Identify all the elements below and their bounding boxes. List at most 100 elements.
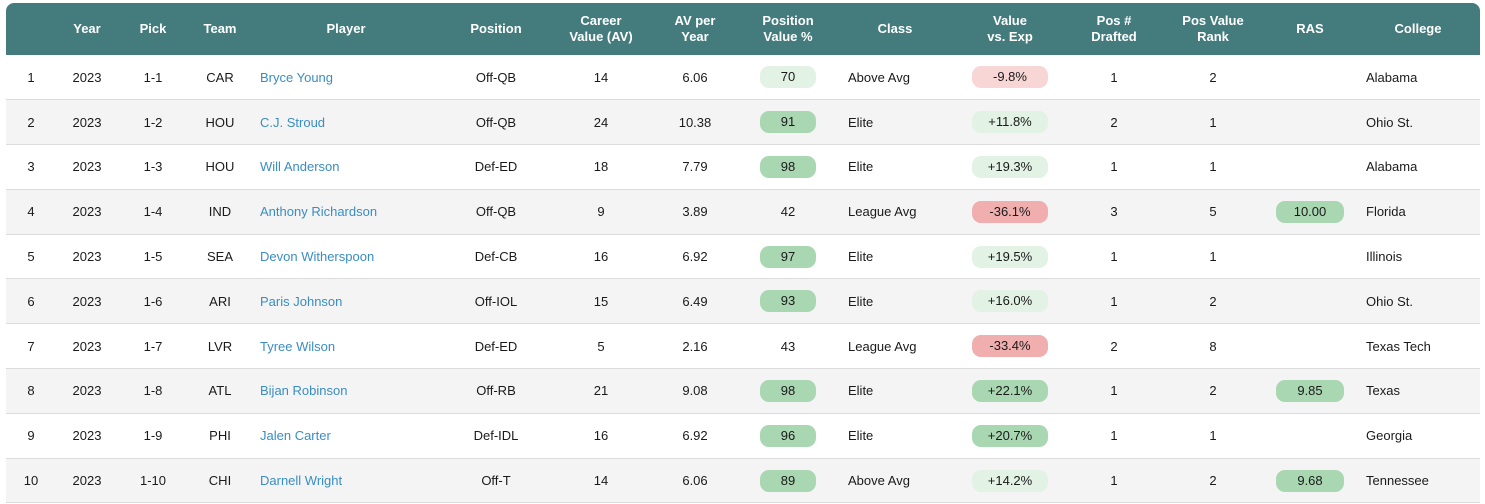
position-cell: Off-QB	[475, 204, 517, 220]
team-cell: ATL	[208, 383, 232, 399]
ras-cell	[1264, 145, 1356, 190]
col-header-ras[interactable]: RAS	[1296, 21, 1324, 36]
player-link[interactable]: Bijan Robinson	[260, 383, 348, 399]
position-value-cell: 42	[740, 189, 836, 234]
position-value-badge: 98	[760, 155, 816, 178]
position-value-cell: 89	[740, 458, 836, 503]
player-link[interactable]: Bryce Young	[260, 69, 334, 85]
table-row: 9 2023 1-9 PHI Jalen Carter Def-IDL 16 6.92 96 El…	[6, 413, 1480, 459]
col-header-class[interactable]: Class	[877, 21, 913, 36]
position-value-cell: 43	[740, 324, 836, 369]
av-per-year-cell: 2.16	[682, 338, 708, 354]
table-row: 6 2023 1-6 ARI Paris Johnson Off-IOL 15 6.49 93 E…	[6, 278, 1480, 324]
av-per-year-cell: 6.92	[682, 428, 708, 444]
position-value-badge: 43	[780, 338, 796, 354]
col-header-player[interactable]: Player	[326, 21, 366, 36]
pos-drafted-cell: 2	[1110, 114, 1118, 130]
col-header-year[interactable]: Year	[73, 21, 101, 36]
ras-cell: 9.85	[1264, 369, 1356, 414]
av-per-year-cell: 6.92	[682, 249, 708, 265]
college-cell: Georgia	[1366, 428, 1413, 444]
ras-cell	[1264, 55, 1356, 100]
player-cell: Bryce Young	[252, 55, 440, 100]
pick-cell: 1-4	[143, 204, 163, 220]
class-cell: League Avg	[848, 338, 917, 354]
value-vs-exp-badge: +19.3%	[972, 155, 1048, 178]
position-value-badge: 93	[760, 290, 816, 313]
player-cell: C.J. Stroud	[252, 100, 440, 145]
team-cell: CHI	[208, 473, 232, 489]
player-link[interactable]: Anthony Richardson	[260, 204, 378, 220]
position-cell: Def-CB	[474, 249, 518, 265]
table-row: 2 2023 1-2 HOU C.J. Stroud Off-QB 24 10.38 91 Eli…	[6, 99, 1480, 145]
position-value-cell: 96	[740, 413, 836, 458]
value-vs-exp-cell: +11.8%	[954, 100, 1066, 145]
col-header-av-per-year[interactable]: AV per Year	[674, 13, 716, 44]
rank-cell: 7	[27, 338, 35, 354]
team-cell: IND	[208, 204, 232, 220]
value-vs-exp-badge: -36.1%	[972, 200, 1048, 223]
col-header-college[interactable]: College	[1394, 21, 1442, 36]
career-value-cell: 16	[593, 249, 609, 265]
career-value-cell: 16	[593, 428, 609, 444]
av-per-year-cell: 9.08	[682, 383, 708, 399]
col-header-pick[interactable]: Pick	[139, 21, 167, 36]
career-value-cell: 14	[593, 69, 609, 85]
player-cell: Devon Witherspoon	[252, 234, 440, 279]
value-vs-exp-badge: +22.1%	[972, 379, 1048, 402]
col-header-pos-drafted[interactable]: Pos # Drafted	[1091, 13, 1137, 44]
pick-cell: 1-8	[143, 383, 163, 399]
pick-cell: 1-1	[143, 69, 163, 85]
player-link[interactable]: Devon Witherspoon	[260, 249, 375, 265]
ras-cell: 9.68	[1264, 458, 1356, 503]
pick-cell: 1-9	[143, 428, 163, 444]
player-link[interactable]: Jalen Carter	[260, 428, 331, 444]
position-value-badge: 98	[760, 379, 816, 402]
pos-drafted-cell: 1	[1110, 383, 1118, 399]
col-header-career-value[interactable]: Career Value (AV)	[569, 13, 633, 44]
class-cell: League Avg	[848, 204, 917, 220]
position-value-badge: 89	[760, 469, 816, 492]
col-header-position-value[interactable]: Position Value %	[762, 13, 814, 44]
class-cell: Above Avg	[848, 473, 910, 489]
col-header-rank[interactable]	[6, 3, 56, 55]
position-value-cell: 98	[740, 145, 836, 190]
player-link[interactable]: Paris Johnson	[260, 293, 343, 309]
pos-drafted-cell: 1	[1110, 249, 1118, 265]
player-link[interactable]: C.J. Stroud	[260, 114, 326, 130]
table-row: 4 2023 1-4 IND Anthony Richardson Off-QB 9 3.89…	[6, 189, 1480, 235]
value-vs-exp-cell: +19.3%	[954, 145, 1066, 190]
position-value-badge: 97	[760, 245, 816, 268]
college-cell: Alabama	[1366, 159, 1418, 175]
career-value-cell: 21	[593, 383, 609, 399]
career-value-cell: 24	[593, 114, 609, 130]
college-cell: Ohio St.	[1366, 114, 1413, 130]
col-header-team[interactable]: Team	[203, 21, 237, 36]
pick-cell: 1-2	[143, 114, 163, 130]
college-cell: Illinois	[1366, 249, 1403, 265]
col-header-value-vs-exp[interactable]: Value vs. Exp	[987, 13, 1033, 44]
ras-badge: 9.85	[1276, 379, 1344, 402]
team-cell: LVR	[207, 338, 233, 354]
player-link[interactable]: Will Anderson	[260, 159, 340, 175]
col-header-position[interactable]: Position	[470, 21, 522, 36]
av-per-year-cell: 3.89	[682, 204, 708, 220]
class-cell: Elite	[848, 114, 874, 130]
value-vs-exp-badge: +14.2%	[972, 469, 1048, 492]
position-value-cell: 93	[740, 279, 836, 324]
year-cell: 2023	[72, 473, 102, 489]
year-cell: 2023	[72, 204, 102, 220]
college-cell: Texas Tech	[1366, 338, 1431, 354]
position-cell: Off-QB	[475, 69, 517, 85]
av-per-year-cell: 6.49	[682, 293, 708, 309]
table-row: 7 2023 1-7 LVR Tyree Wilson Def-ED 5 2.16 43 Leag…	[6, 323, 1480, 369]
player-link[interactable]: Darnell Wright	[260, 473, 343, 489]
draft-table-container: Year Pick Team Player Position Career Value (A…	[6, 3, 1480, 503]
player-link[interactable]: Tyree Wilson	[260, 338, 336, 354]
col-header-pos-value-rank[interactable]: Pos Value Rank	[1182, 13, 1244, 44]
position-value-cell: 70	[740, 55, 836, 100]
pick-cell: 1-7	[143, 338, 163, 354]
pos-drafted-cell: 1	[1110, 428, 1118, 444]
rank-cell: 10	[23, 473, 39, 489]
table-row: 5 2023 1-5 SEA Devon Witherspoon Def-CB 16 6.92…	[6, 234, 1480, 279]
